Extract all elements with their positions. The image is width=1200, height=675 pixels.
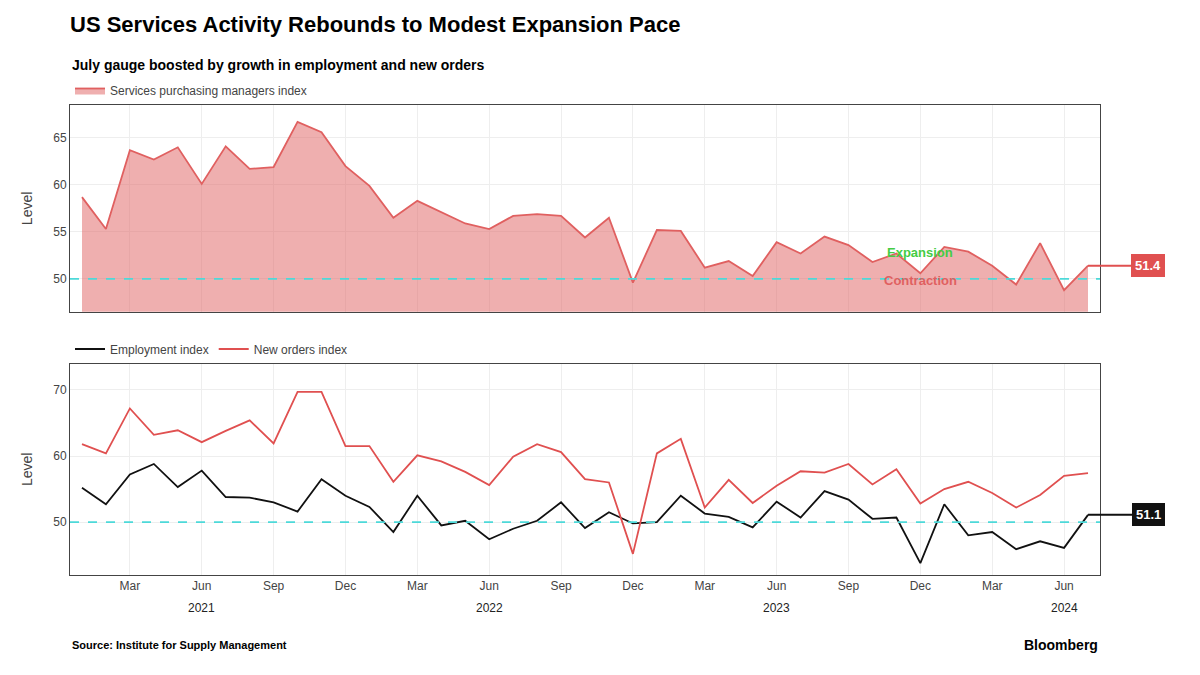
svg-text:55: 55 xyxy=(53,225,67,239)
svg-text:Level: Level xyxy=(19,453,35,486)
svg-text:50: 50 xyxy=(53,515,67,529)
svg-text:New orders index: New orders index xyxy=(254,343,347,357)
svg-text:Dec: Dec xyxy=(335,579,356,593)
svg-text:70: 70 xyxy=(53,383,67,397)
svg-text:Mar: Mar xyxy=(982,579,1003,593)
svg-text:Employment index: Employment index xyxy=(110,343,209,357)
svg-text:60: 60 xyxy=(53,178,67,192)
svg-text:Expansion: Expansion xyxy=(887,245,953,260)
svg-text:51.4: 51.4 xyxy=(1135,258,1161,273)
svg-text:Jun: Jun xyxy=(480,579,499,593)
svg-text:Mar: Mar xyxy=(407,579,428,593)
svg-text:US Services Activity Rebounds: US Services Activity Rebounds to Modest … xyxy=(70,12,680,37)
svg-text:Jun: Jun xyxy=(1054,579,1073,593)
svg-text:July gauge boosted by growth i: July gauge boosted by growth in employme… xyxy=(72,57,484,73)
svg-text:Mar: Mar xyxy=(120,579,141,593)
svg-text:Sep: Sep xyxy=(838,579,860,593)
svg-text:Mar: Mar xyxy=(694,579,715,593)
svg-text:51.1: 51.1 xyxy=(1136,507,1161,522)
svg-text:Services purchasing managers i: Services purchasing managers index xyxy=(110,84,307,98)
svg-text:Jun: Jun xyxy=(192,579,211,593)
svg-text:Bloomberg: Bloomberg xyxy=(1024,637,1098,653)
svg-text:60: 60 xyxy=(53,449,67,463)
svg-text:Level: Level xyxy=(19,192,35,225)
svg-text:Dec: Dec xyxy=(910,579,931,593)
svg-text:2024: 2024 xyxy=(1051,601,1078,615)
svg-text:Source: Institute for Supply M: Source: Institute for Supply Management xyxy=(72,639,287,651)
svg-text:2021: 2021 xyxy=(188,601,215,615)
svg-text:Jun: Jun xyxy=(767,579,786,593)
svg-text:Sep: Sep xyxy=(550,579,572,593)
svg-text:Sep: Sep xyxy=(263,579,285,593)
svg-text:2022: 2022 xyxy=(476,601,503,615)
svg-text:50: 50 xyxy=(53,272,67,286)
svg-text:Contraction: Contraction xyxy=(884,273,957,288)
svg-text:Dec: Dec xyxy=(622,579,643,593)
svg-text:65: 65 xyxy=(53,131,67,145)
svg-text:2023: 2023 xyxy=(763,601,790,615)
